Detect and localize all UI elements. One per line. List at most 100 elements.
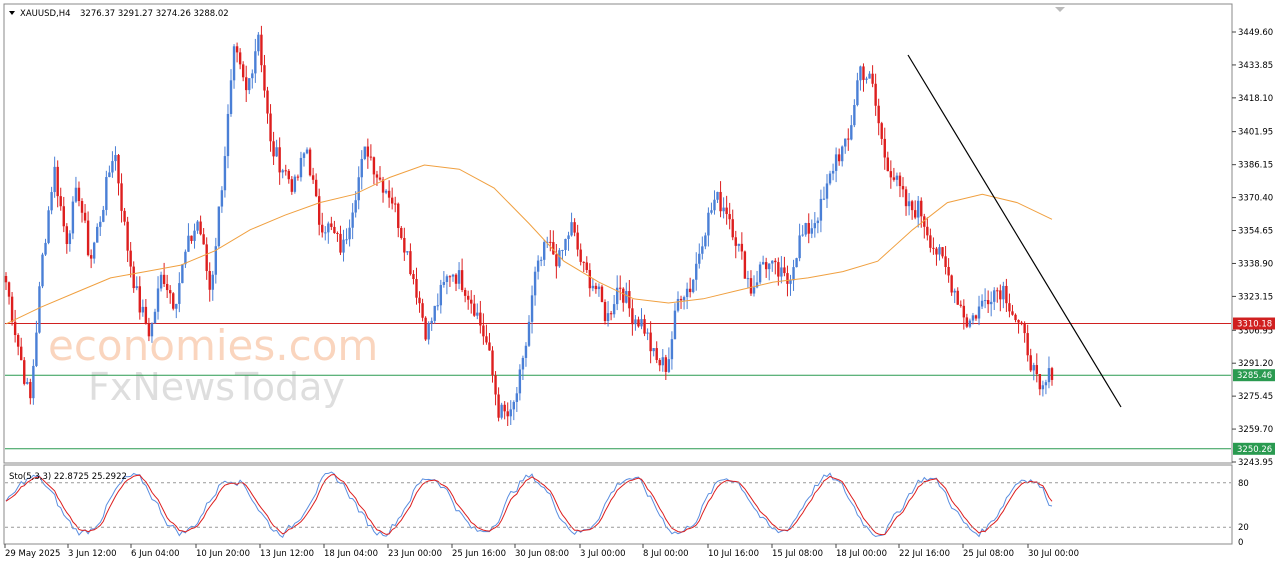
candle-body [26, 381, 29, 384]
candle-body [479, 312, 482, 326]
candle-body [850, 125, 853, 140]
candle-body [476, 312, 479, 316]
candle-body [594, 285, 598, 290]
candle-body [430, 320, 433, 324]
candle-body [938, 247, 941, 255]
candle-body [223, 156, 227, 191]
candle-body [463, 289, 467, 296]
time-tick-label: 25 Jun 16:00 [452, 549, 506, 559]
candle-body [682, 297, 686, 301]
candle-body [321, 224, 324, 233]
candle-body [640, 319, 643, 327]
candle-body [725, 207, 728, 215]
candle-body [877, 105, 880, 124]
candle-body [369, 156, 373, 158]
candle-body [409, 251, 412, 275]
candle-body [342, 239, 345, 253]
candle-body [585, 262, 588, 270]
candle-body [80, 201, 84, 213]
candle-body [658, 359, 661, 366]
candle-body [685, 288, 689, 298]
trend-line[interactable] [907, 54, 1122, 408]
candle-body [859, 66, 862, 81]
candle-body [466, 295, 470, 300]
candle-body [698, 253, 701, 264]
candle-body [172, 293, 175, 309]
candle-body [813, 223, 817, 229]
chevron-down-icon[interactable] [9, 11, 15, 15]
candle-body [150, 323, 154, 337]
candle-body [381, 179, 385, 193]
candle-body [1032, 365, 1035, 371]
candle-body [491, 350, 494, 376]
candle-body [351, 212, 354, 228]
candle-body [631, 308, 634, 325]
candle-body [883, 138, 886, 158]
candle-body [515, 393, 519, 402]
time-tick-label: 3 Jul 00:00 [580, 549, 626, 559]
candle-body [220, 190, 224, 207]
candle-body [348, 227, 351, 240]
candle-body [558, 250, 561, 267]
candle-body [837, 154, 841, 162]
candle-body [777, 262, 780, 277]
candle-body [470, 299, 473, 304]
candle-body [314, 179, 318, 197]
candle-body [561, 249, 564, 251]
candle-body [1011, 311, 1014, 315]
candle-body [339, 233, 342, 253]
candle-body [120, 183, 123, 211]
candle-body [965, 317, 969, 327]
level-tag-bg [1233, 442, 1275, 455]
candle-body [415, 279, 418, 298]
price-tick-label: 3259.70 [1238, 425, 1273, 435]
candle-body [691, 279, 695, 293]
candle-body [549, 241, 552, 243]
candle-body [731, 219, 734, 238]
candle-body [482, 325, 485, 337]
candle-body [202, 234, 205, 245]
candle-body [923, 216, 926, 227]
price-tick-label: 3306.95 [1238, 326, 1273, 336]
candle-body [436, 305, 439, 307]
candle-body [424, 317, 427, 340]
candle-body [792, 267, 795, 281]
candle-body [62, 206, 65, 227]
candle-body [375, 174, 379, 178]
candle-body [89, 255, 93, 259]
candle-body [634, 319, 637, 325]
candle-body [920, 200, 923, 217]
candle-body [974, 315, 978, 319]
candle-body [65, 226, 69, 244]
candle-body [32, 365, 35, 399]
candle-body [807, 223, 810, 234]
candle-body [208, 271, 211, 290]
time-tick-label: 30 Jun 08:00 [515, 549, 569, 559]
candle-body [926, 226, 929, 236]
candle-body [473, 303, 476, 316]
symbol-label: XAUUSD,H4 [20, 9, 71, 19]
candle-body [457, 270, 461, 284]
candle-body [1044, 382, 1048, 386]
price-tick-label: 3370.40 [1238, 194, 1273, 204]
candle-body [168, 290, 172, 294]
candle-body [38, 286, 41, 333]
time-tick-label: 10 Jun 20:00 [196, 549, 250, 559]
time-tick-label: 6 Jun 04:00 [131, 549, 180, 559]
candle-body [135, 286, 138, 289]
candle-body [77, 187, 81, 202]
level-tag-bg [1233, 369, 1275, 382]
candle-body [260, 34, 263, 66]
scroll-marker-icon[interactable] [1055, 7, 1065, 12]
candle-body [229, 80, 233, 114]
candle-body [801, 234, 804, 236]
price-tick-label: 3323.15 [1238, 292, 1273, 302]
candle-body [935, 248, 938, 255]
price-tick-label: 3449.60 [1238, 28, 1273, 38]
candle-body [451, 274, 455, 277]
candle-body [1017, 320, 1020, 323]
candle-body [248, 78, 251, 91]
candle-body [159, 274, 163, 289]
candle-body [1023, 323, 1026, 334]
